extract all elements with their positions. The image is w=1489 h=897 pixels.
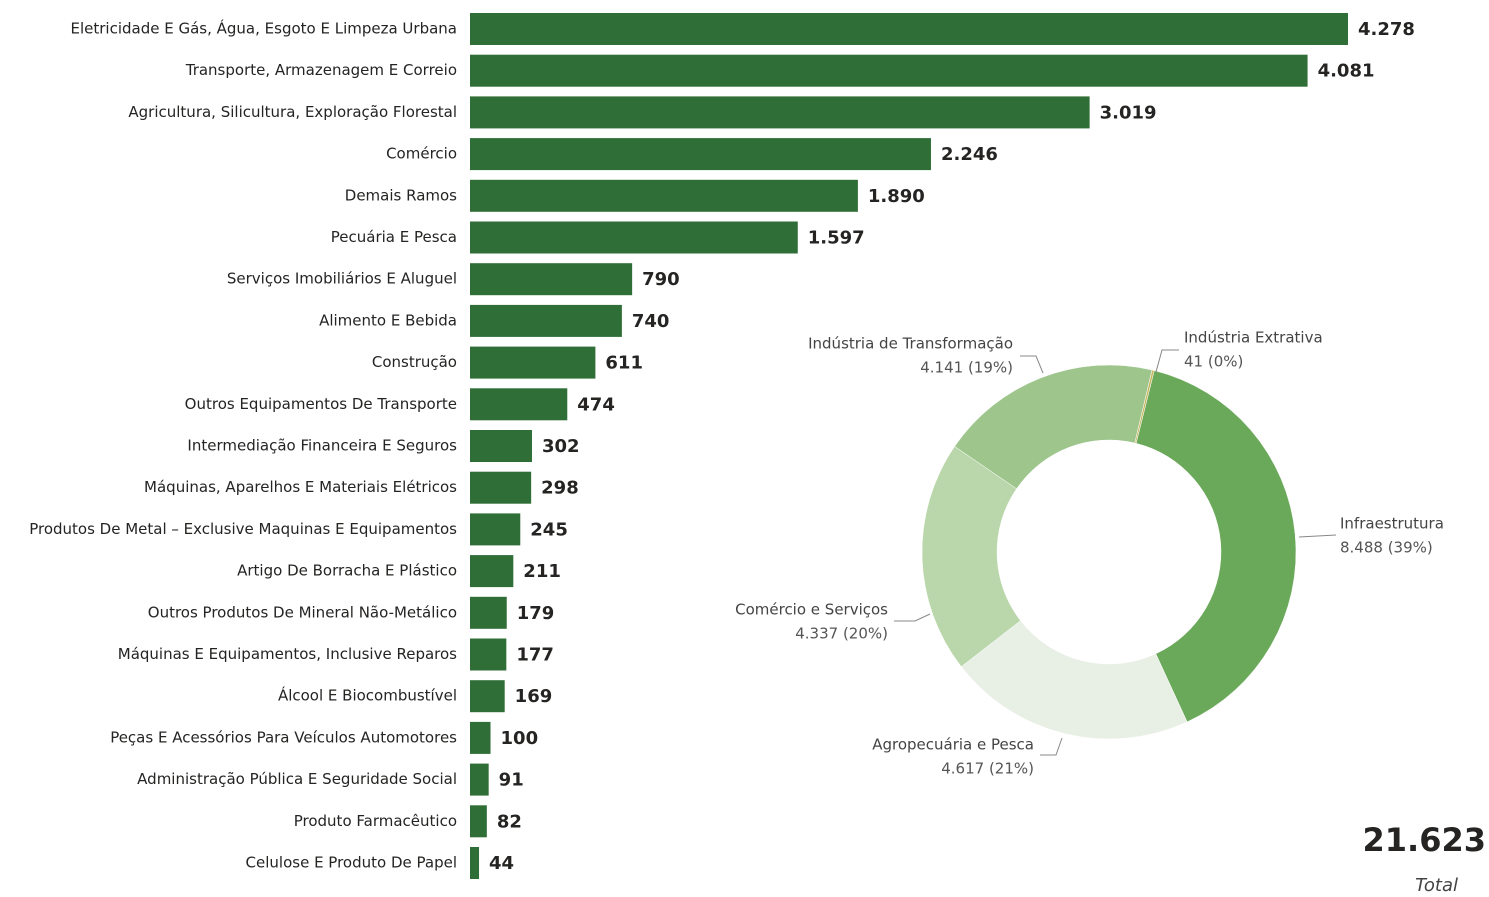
data-label: 177 [516, 645, 554, 666]
donut-category: Indústria de Transformação [808, 335, 1013, 353]
data-label: 179 [517, 603, 555, 624]
data-label: 611 [605, 353, 643, 374]
bar [470, 346, 596, 379]
bar [470, 179, 858, 212]
leader-line [1040, 737, 1063, 756]
donut-value: 8.488 (39%) [1340, 539, 1433, 557]
bar [470, 638, 507, 671]
donut-category: Indústria Extrativa [1184, 329, 1323, 347]
data-label: 2.246 [941, 144, 998, 165]
data-label: 474 [577, 394, 615, 415]
bar [470, 96, 1090, 129]
data-label: 3.019 [1100, 102, 1157, 123]
data-label: 91 [499, 770, 524, 791]
bar [470, 763, 489, 796]
card-value: 21.623 [1363, 821, 1486, 859]
data-label: 100 [501, 728, 539, 749]
category-label: Peças E Acessórios Para Veículos Automot… [110, 728, 457, 746]
bar [470, 847, 480, 879]
bar [470, 138, 931, 171]
category-label: Intermediação Financeira E Seguros [187, 437, 457, 455]
category-label: Pecuária E Pesca [331, 228, 457, 246]
category-label: Eletricidade E Gás, Água, Esgoto E Limpe… [70, 19, 457, 38]
leader-line [894, 613, 931, 622]
category-label: Álcool E Biocombustível [278, 686, 457, 705]
data-label: 1.890 [868, 186, 925, 207]
data-label: 790 [642, 269, 680, 290]
donut-category: Comércio e Serviços [735, 601, 888, 619]
bar [470, 388, 568, 421]
category-label: Máquinas, Aparelhos E Materiais Elétrico… [144, 478, 457, 496]
data-label: 1.597 [808, 228, 865, 249]
donut-value: 41 (0%) [1184, 353, 1243, 371]
data-label: 4.278 [1358, 19, 1415, 40]
category-label: Produto Farmacêutico [294, 812, 457, 830]
category-label: Outros Produtos De Mineral Não-Metálico [148, 603, 457, 621]
donut-value: 4.337 (20%) [795, 625, 888, 643]
data-label: 245 [530, 519, 568, 540]
data-label: 298 [541, 478, 579, 499]
category-label: Transporte, Armazenagem E Correio [185, 61, 457, 79]
bar [470, 54, 1308, 87]
bar [470, 221, 798, 254]
bar [470, 471, 532, 504]
category-label: Comércio [386, 145, 457, 163]
data-label: 169 [515, 686, 553, 707]
bar [470, 805, 487, 838]
donut-value: 4.617 (21%) [941, 760, 1034, 778]
bar [470, 430, 532, 462]
category-label: Alimento E Bebida [319, 311, 457, 329]
category-label: Máquinas E Equipamentos, Inclusive Repar… [118, 645, 457, 663]
data-label: 44 [489, 853, 514, 874]
donut-value: 4.141 (19%) [920, 359, 1013, 377]
data-label: 82 [497, 811, 522, 832]
category-label: Outros Equipamentos De Transporte [185, 395, 457, 413]
bar [470, 13, 1348, 45]
data-label: 302 [542, 436, 580, 457]
category-label: Serviços Imobiliários E Aluguel [227, 270, 457, 288]
category-label: Demais Ramos [345, 186, 457, 204]
bar [470, 596, 507, 629]
bar [470, 680, 505, 713]
category-label: Produtos De Metal – Exclusive Maquinas E… [29, 520, 457, 538]
category-label: Agricultura, Silicultura, Exploração Flo… [128, 103, 457, 121]
data-label: 740 [632, 311, 670, 332]
category-label: Administração Pública E Seguridade Socia… [137, 770, 457, 788]
data-label: 211 [523, 561, 561, 582]
donut-slice [1135, 370, 1297, 723]
bar [470, 513, 521, 546]
bar [470, 263, 633, 296]
category-label: Celulose E Produto De Papel [246, 854, 457, 872]
category-label: Artigo De Borracha E Plástico [237, 562, 457, 580]
donut-category: Agropecuária e Pesca [872, 736, 1034, 754]
bar [470, 555, 514, 588]
donut-slice [960, 620, 1188, 740]
category-label: Construção [372, 353, 457, 371]
leader-line [1020, 355, 1044, 374]
bar [470, 721, 491, 754]
data-label: 4.081 [1318, 61, 1375, 82]
bar [470, 304, 622, 337]
leader-line [1298, 534, 1337, 538]
donut-category: Infraestrutura [1340, 515, 1444, 533]
card-label: Total [1415, 875, 1458, 896]
donut-slice [1134, 369, 1155, 444]
leader-line [1155, 349, 1179, 373]
